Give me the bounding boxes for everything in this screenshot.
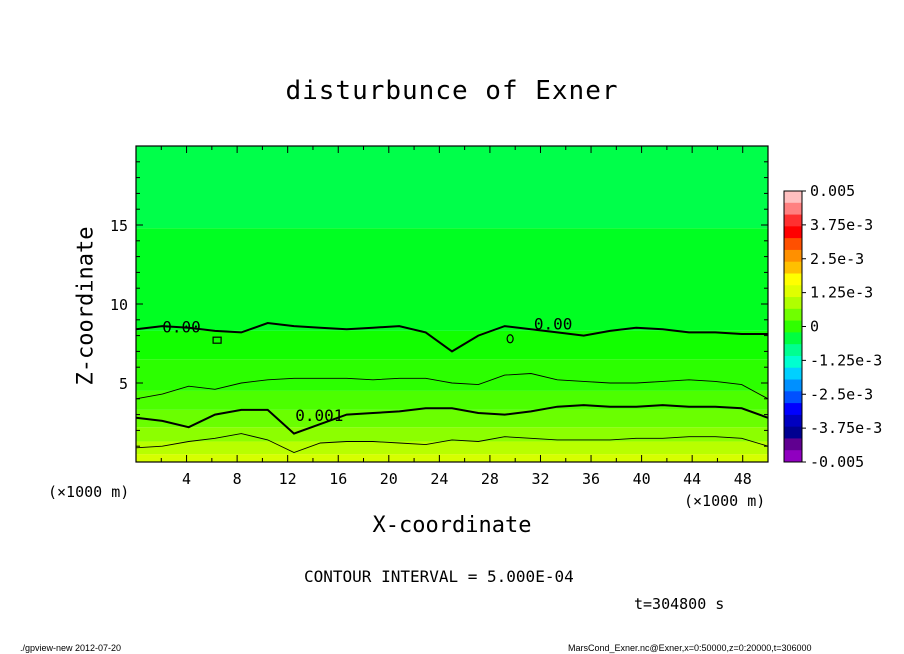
colorbar-cell [784, 249, 802, 263]
contour-line-0 [136, 321, 768, 353]
x-unit-left: (×1000 m) [48, 483, 130, 501]
colorbar-cell [784, 391, 802, 404]
y-axis-label: Z-coordinate [73, 226, 99, 386]
colorbar-cell [784, 191, 802, 204]
field-band-5 [136, 359, 768, 391]
x-tick-label: 8 [233, 470, 242, 488]
colorbar-cell [784, 261, 802, 274]
colorbar-cell [784, 285, 802, 298]
contour-label-2: 0.001 [295, 406, 343, 425]
colorbar-cell [784, 202, 802, 216]
contour-label-0: 0.00 [162, 317, 201, 336]
x-tick-label: 4 [182, 470, 191, 488]
colorbar-cell [784, 214, 802, 227]
contour-label-1: 0.00 [534, 314, 573, 333]
x-tick-label: 16 [329, 470, 347, 488]
contour-line-2 [136, 404, 768, 435]
colorbar-cell [784, 238, 802, 251]
contour-loop [212, 336, 222, 344]
x-tick-label: 40 [633, 470, 651, 488]
colorbar-label: 0 [810, 318, 819, 336]
colorbar-cell [784, 379, 802, 392]
colorbar-label: 0.005 [810, 182, 855, 200]
contour-interval-text: CONTOUR INTERVAL = 5.000E-04 [304, 567, 574, 586]
x-tick-label: 36 [582, 470, 600, 488]
colorbar-cell [784, 297, 802, 310]
x-tick-label: 32 [531, 470, 549, 488]
colorbar-cell [784, 320, 802, 333]
colorbar-cell [784, 367, 802, 381]
contour-line-1 [136, 373, 768, 400]
x-tick-label: 48 [734, 470, 752, 488]
colorbar-cell [784, 426, 802, 439]
colorbar-cell [784, 344, 802, 357]
footer-left: ./gpview-new 2012-07-20 [20, 643, 122, 653]
field-band-0 [136, 454, 768, 462]
field-band-3 [136, 409, 768, 428]
field-band-7 [136, 228, 768, 331]
colorbar-cell [784, 226, 802, 239]
colorbar-cell [784, 308, 802, 322]
x-tick-label: 12 [279, 470, 297, 488]
y-tick-label: 5 [119, 375, 128, 393]
colorbar-cell [784, 355, 802, 369]
field-band-6 [136, 330, 768, 360]
colorbar-label: 3.75e-3 [810, 216, 873, 234]
field-band-2 [136, 427, 768, 442]
x-tick-label: 44 [683, 470, 701, 488]
field-band-4 [136, 390, 768, 410]
chart-title: disturbunce of Exner [285, 76, 619, 106]
colorbar-cell [784, 273, 802, 286]
y-tick-label: 15 [110, 217, 128, 235]
contour-line-3 [136, 433, 768, 453]
contour-loop [506, 334, 514, 344]
colorbar-cell [784, 332, 802, 345]
colorbar-label: -3.75e-3 [810, 419, 882, 437]
field-band-8 [136, 146, 768, 229]
colorbar-cell [784, 438, 802, 451]
colorbar-label: 1.25e-3 [810, 284, 873, 302]
colorbar-label: -0.005 [810, 453, 864, 471]
y-tick-label: 10 [110, 296, 128, 314]
colorbar-cell [784, 450, 802, 463]
x-tick-label: 24 [430, 470, 448, 488]
footer-right: MarsCond_Exner.nc@Exner,x=0:50000,z=0:20… [568, 643, 812, 653]
colorbar-label: -1.25e-3 [810, 351, 882, 369]
colorbar-cell [784, 403, 802, 416]
x-unit-right: (×1000 m) [684, 492, 766, 510]
time-stamp: t=304800 s [634, 595, 725, 613]
colorbar-label: 2.5e-3 [810, 250, 864, 268]
field-band-1 [136, 441, 768, 455]
x-axis-label: X-coordinate [372, 513, 532, 538]
colorbar-cell [784, 414, 802, 428]
x-tick-label: 20 [380, 470, 398, 488]
colorbar-label: -2.5e-3 [810, 385, 873, 403]
x-tick-label: 28 [481, 470, 499, 488]
